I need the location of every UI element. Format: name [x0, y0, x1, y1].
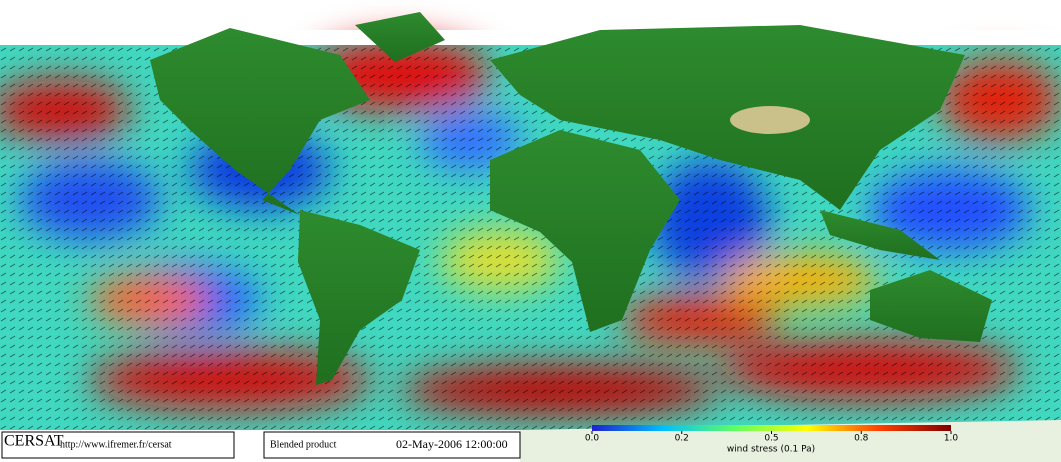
colorbar-tick-label: 0.0	[585, 434, 600, 444]
footer-bg	[0, 430, 520, 462]
colorbar	[592, 425, 951, 431]
colorbar-label: wind stress (0.1 Pa)	[727, 445, 815, 455]
product: Blended product	[270, 439, 337, 450]
product-box	[263, 431, 521, 459]
url: http://www.ifremer.fr/cersat	[60, 439, 172, 450]
colorbar-tick-label: 1.0	[944, 434, 959, 444]
logo: CERSAT	[4, 433, 64, 450]
continents	[0, 12, 1061, 462]
colorbar-tick-label: 0.2	[675, 434, 689, 444]
colorbar-tick-label: 0.5	[764, 434, 778, 444]
date: 02-May-2006 12:00:00	[396, 437, 508, 451]
colorbar-tick-label: 0.8	[854, 434, 869, 444]
logo-box	[1, 431, 235, 459]
